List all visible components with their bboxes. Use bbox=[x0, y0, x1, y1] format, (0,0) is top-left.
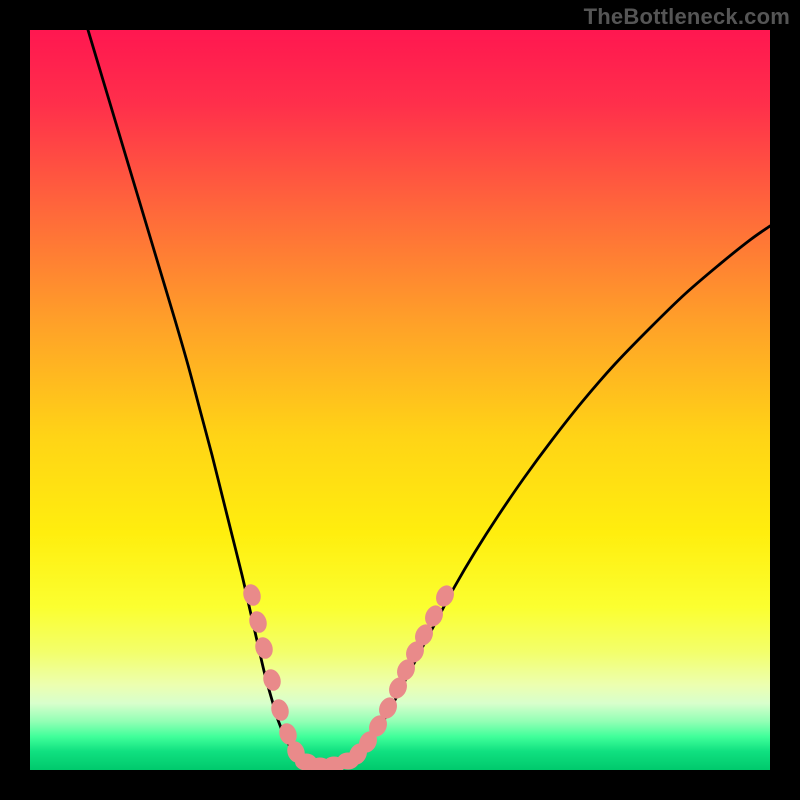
chart-background bbox=[30, 30, 770, 770]
canvas-root: TheBottleneck.com bbox=[0, 0, 800, 800]
watermark-text: TheBottleneck.com bbox=[584, 4, 790, 30]
chart-svg bbox=[30, 30, 770, 770]
plot-area bbox=[30, 30, 770, 770]
